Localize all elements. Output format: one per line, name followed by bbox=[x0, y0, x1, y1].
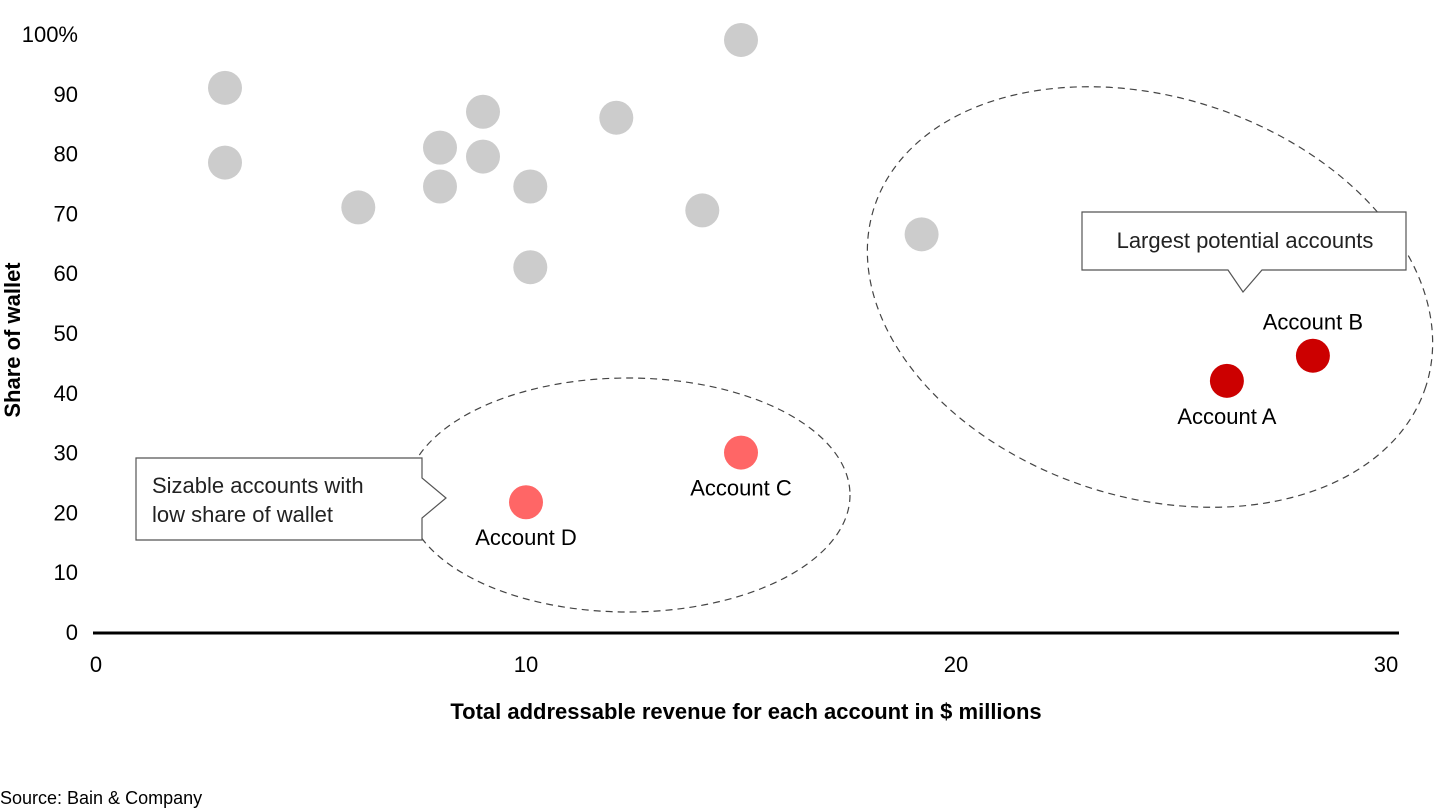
y-tick-label: 80 bbox=[54, 142, 78, 167]
x-tick-label: 0 bbox=[90, 652, 102, 677]
callout-largest-box bbox=[1081, 211, 1407, 293]
x-tick-label: 20 bbox=[944, 652, 968, 677]
data-point bbox=[685, 193, 720, 228]
callout-sizable-box bbox=[135, 457, 447, 541]
data-points bbox=[208, 22, 1330, 520]
y-tick-labels: 0 10 20 30 40 50 60 70 80 90 100% bbox=[22, 22, 78, 645]
y-tick-label: 20 bbox=[54, 500, 78, 525]
data-point bbox=[423, 169, 457, 204]
data-point bbox=[599, 100, 634, 135]
point-account-a bbox=[1209, 363, 1244, 398]
y-tick-label: 10 bbox=[54, 560, 78, 585]
callout-largest-text: Largest potential accounts bbox=[1117, 228, 1374, 253]
y-tick-label: 60 bbox=[54, 261, 78, 286]
callout-sizable-text-line-2: low share of wallet bbox=[152, 502, 333, 527]
point-account-b bbox=[1295, 338, 1330, 373]
data-point bbox=[208, 145, 242, 180]
x-tick-labels: 0 10 20 30 bbox=[90, 652, 1398, 677]
y-tick-label: 50 bbox=[54, 321, 78, 346]
y-tick-label: 90 bbox=[54, 82, 78, 107]
y-tick-label: 30 bbox=[54, 441, 78, 466]
data-point bbox=[724, 22, 758, 57]
point-account-d bbox=[509, 485, 543, 520]
data-point bbox=[904, 217, 939, 252]
label-account-b: Account B bbox=[1263, 310, 1363, 335]
data-point bbox=[513, 250, 548, 285]
y-tick-label: 100% bbox=[22, 22, 78, 47]
data-point bbox=[466, 139, 500, 174]
point-account-c bbox=[724, 435, 758, 470]
label-account-a: Account A bbox=[1177, 404, 1276, 429]
x-tick-label: 10 bbox=[514, 652, 538, 677]
y-tick-label: 40 bbox=[54, 381, 78, 406]
y-axis-title: Share of wallet bbox=[0, 262, 25, 418]
y-tick-label: 70 bbox=[54, 201, 78, 226]
callout-sizable-accounts: Sizable accounts with low share of walle… bbox=[135, 457, 447, 541]
label-account-d: Account D bbox=[475, 525, 577, 550]
large-accounts-ellipse bbox=[866, 86, 1434, 508]
callout-sizable-text-line-1: Sizable accounts with bbox=[152, 473, 364, 498]
data-point bbox=[466, 94, 500, 129]
source-note: Source: Bain & Company bbox=[0, 788, 202, 808]
data-point bbox=[208, 70, 242, 105]
data-point bbox=[513, 169, 548, 204]
x-tick-label: 30 bbox=[1374, 652, 1398, 677]
label-account-c: Account C bbox=[690, 476, 792, 501]
x-axis-title: Total addressable revenue for each accou… bbox=[450, 699, 1041, 724]
y-tick-label: 0 bbox=[66, 620, 78, 645]
data-point bbox=[423, 130, 457, 165]
callout-largest-accounts: Largest potential accounts bbox=[1081, 211, 1407, 293]
data-point bbox=[341, 190, 376, 225]
point-labels: Account A Account B Account C Account D bbox=[475, 310, 1363, 551]
